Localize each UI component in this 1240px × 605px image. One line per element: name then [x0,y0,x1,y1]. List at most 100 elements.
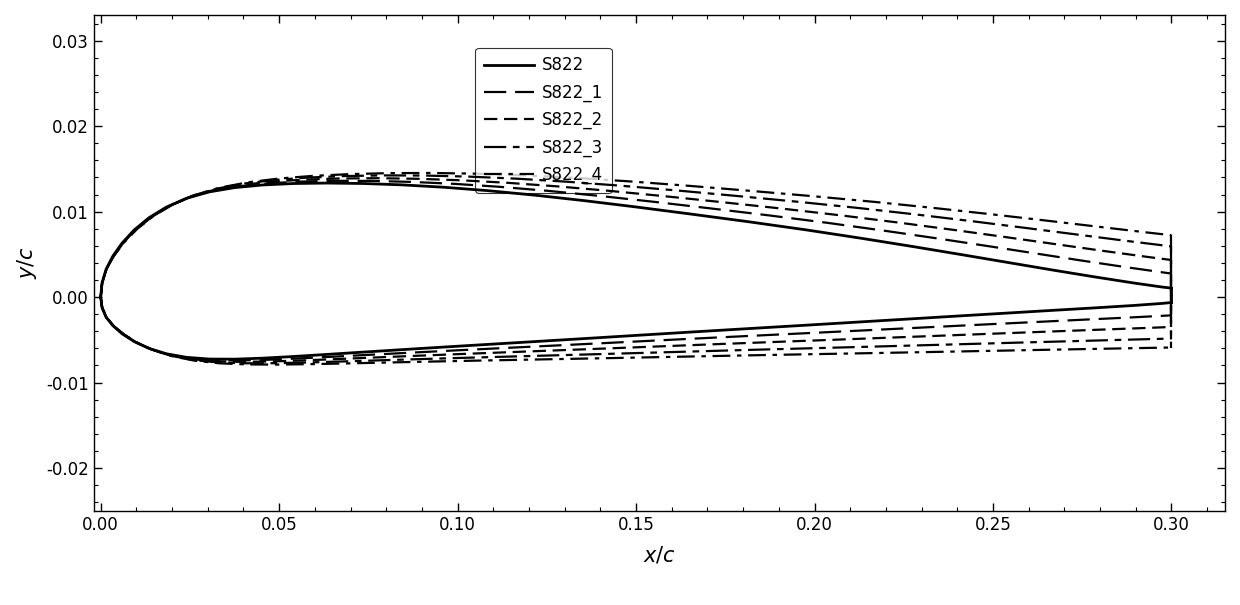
S822_1 [931,235,946,242]
Y-axis label: $y/c$: $y/c$ [15,246,38,280]
S822 [227,184,242,191]
S822_3 [164,201,179,209]
S822_3 [1164,243,1179,250]
S822_2 [657,192,672,200]
S822_3 [1118,237,1133,244]
S822_4 [986,211,1001,218]
S822_2 [1140,253,1154,261]
S822_1 [105,252,120,260]
S822_3 [117,239,131,246]
S822_1 [99,266,114,273]
S822 [1002,259,1017,266]
S822_2 [115,239,130,246]
S822_4 [272,175,286,182]
S822_2 [207,186,222,194]
S822_1 [161,203,176,210]
S822_4 [1092,223,1107,231]
S822_4 [165,201,180,208]
S822 [255,182,270,189]
S822 [629,203,644,211]
S822_2 [129,226,144,233]
S822_1 [591,192,606,200]
S822_3 [559,178,574,185]
S822_1 [982,243,997,250]
S822_4 [99,266,114,273]
S822_3 [300,174,315,181]
S822_3 [210,185,224,192]
S822_2 [549,183,564,190]
S822 [320,180,335,187]
S822 [105,253,120,260]
S822_2 [1001,234,1016,241]
S822 [202,188,217,195]
S822 [141,214,156,221]
S822_1 [128,226,143,234]
Line: S822_3: S822_3 [100,175,1172,297]
S822_4 [1040,217,1055,224]
S822_3 [510,175,525,182]
S822_1 [877,227,892,234]
S822_2 [99,266,114,273]
S822_4 [93,293,108,301]
S822 [159,203,174,211]
S822_1 [326,177,341,185]
X-axis label: $x/c$: $x/c$ [642,544,676,566]
S822 [1087,273,1102,281]
S822_1 [541,187,556,194]
S822 [853,235,868,242]
S822 [114,240,129,247]
Legend: S822, S822_1, S822_2, S822_3, S822_4: S822, S822_1, S822_2, S822_3, S822_4 [475,48,611,192]
S822_3 [93,293,108,301]
S822_2 [234,182,249,189]
S822_2 [601,187,616,194]
S822 [1047,267,1061,274]
S822 [1154,283,1169,290]
S822_2 [1164,257,1179,264]
S822_4 [805,192,820,200]
S822_3 [145,213,160,220]
S822_1 [115,239,130,246]
S822_4 [570,174,585,182]
S822_2 [410,175,425,183]
S822_1 [291,178,306,185]
S822_1 [363,177,378,185]
S822_2 [105,252,120,260]
S822_4 [1141,229,1156,236]
S822_1 [1076,257,1091,264]
S822_4 [212,184,227,191]
Line: S822_4: S822_4 [100,173,1172,297]
S822_1 [1164,270,1179,277]
S822 [394,182,409,189]
S822_2 [370,175,384,182]
S822 [126,226,141,234]
S822_1 [260,180,275,187]
S822_4 [682,182,697,189]
S822_1 [702,204,717,212]
S822 [286,180,301,187]
S822_1 [761,212,776,219]
S822_3 [1163,243,1178,250]
S822 [577,197,591,204]
S822 [480,187,495,194]
S822_4 [146,212,161,220]
S822_4 [382,169,397,177]
S822 [955,251,970,258]
S822_1 [205,187,219,194]
S822 [356,180,371,187]
S822_3 [668,187,683,194]
S822_1 [446,180,461,188]
S822_3 [967,218,982,225]
S822_1 [93,293,108,301]
S822 [179,195,193,202]
S822_2 [162,202,177,209]
S822_1 [492,183,507,191]
S822_1 [645,198,660,205]
S822 [99,266,114,273]
S822_3 [94,280,109,287]
S822_4 [1164,232,1179,239]
S822_2 [1050,241,1065,248]
S822 [94,280,109,287]
S822_2 [836,212,851,219]
S822_2 [775,205,790,212]
S822_4 [424,169,439,177]
